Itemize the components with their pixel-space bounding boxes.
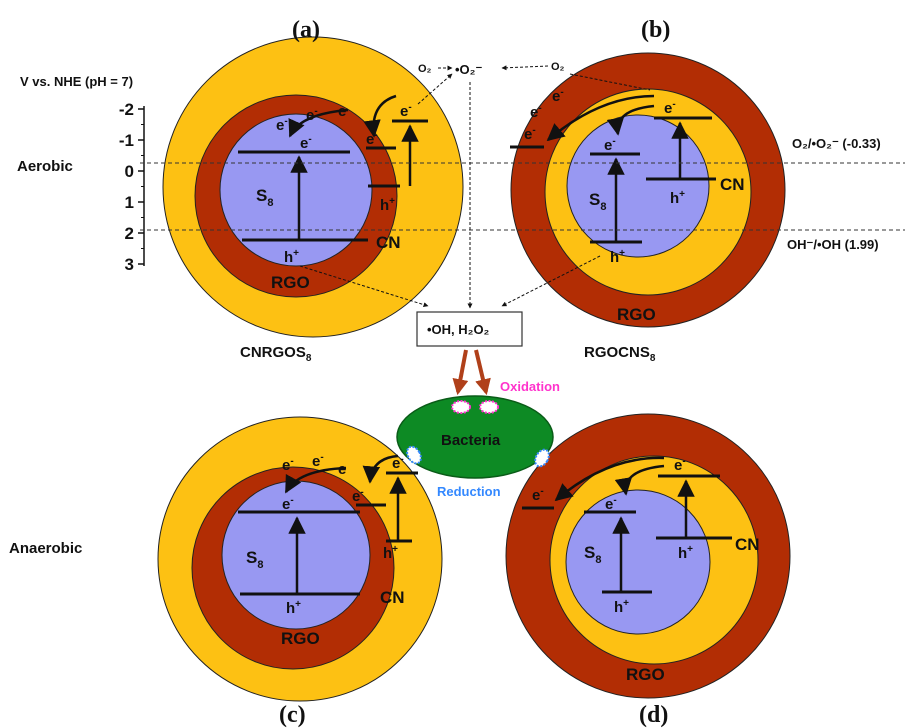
s8-core-a [219, 113, 373, 267]
axis-title: V vs. NHE (pH = 7) [20, 74, 133, 89]
axis-ticks: -2 -1 0 1 2 3 [119, 100, 144, 274]
electron-transfer-arrow-c2 [284, 466, 347, 494]
panel-a-name: CNRGOS8 [240, 344, 312, 364]
s8-label-d: S8 [584, 543, 601, 566]
hole-label-d2: h+ [614, 598, 629, 616]
electron-transfer-arrow-d2 [614, 464, 665, 496]
axis-tick-label: 3 [125, 255, 134, 274]
ros-box [416, 311, 523, 347]
bacteria-body [396, 395, 554, 479]
superoxide-potential-label: O₂/•O₂⁻ (-0.33) [792, 136, 881, 151]
panel-b-letter: (b) [641, 17, 670, 43]
hole-label-b2: h+ [610, 248, 625, 266]
electron-transfer-arrow-b1 [546, 94, 655, 142]
s8-label-a: S8 [256, 186, 273, 209]
electron-label-d3: e- [674, 456, 686, 474]
ros-to-bacteria-arrow-1 [452, 349, 469, 396]
electron-label-c5: e- [352, 487, 364, 505]
electron-label-d2: e- [605, 495, 617, 513]
axis-tick-label: 0 [125, 162, 134, 181]
electron-label-a3: e- [306, 106, 318, 124]
electron-label-b5: e- [664, 99, 676, 117]
electron-label-c1: e- [282, 456, 294, 474]
hole-label-d1: h+ [678, 544, 693, 562]
reactive-species: O₂ O₂ •O₂⁻ •OH, H₂O₂ [299, 61, 651, 396]
electron-label-a1: e- [300, 134, 312, 152]
cn-label-d: CN [735, 535, 760, 554]
electron-label-b2: e- [552, 87, 564, 105]
bacteria-label: Bacteria [441, 432, 501, 449]
energy-axis: V vs. NHE (pH = 7) -2 -1 0 1 2 3 Aerobic Anae… [9, 74, 145, 557]
reduction-site-2 [534, 448, 550, 468]
electron-transfer-arrow-a1 [363, 94, 397, 138]
hole-label-c2: h+ [286, 599, 301, 617]
panel-a-letter: (a) [292, 17, 320, 43]
axis-tick-label: 1 [125, 193, 134, 212]
aerobic-label: Aerobic [17, 158, 73, 175]
rgo-label-d: RGO [626, 665, 665, 684]
hole-label-a1: h+ [380, 196, 395, 214]
rgo-label-c: RGO [281, 629, 320, 648]
oxidation-site-1 [451, 400, 471, 414]
o2-right-label: O₂ [551, 61, 565, 73]
electron-transfer-arrow-d1 [554, 456, 665, 502]
hole-a-to-ros-arrow [299, 265, 429, 308]
panel-a: S8 RGO CN e- e- e- e e- e- h+ h+ CNRGOS8… [162, 17, 464, 364]
rgo-label-a: RGO [271, 273, 310, 292]
ros-box-label: •OH, H₂O₂ [427, 322, 490, 337]
s8-core-b [566, 114, 710, 258]
electron-label-b1: e- [530, 103, 542, 121]
panel-d-letter: (d) [639, 702, 668, 728]
hole-label-c1: h+ [383, 544, 398, 562]
cn-label-c: CN [380, 588, 405, 607]
hole-label-b1: h+ [670, 189, 685, 207]
bacteria-cell: Bacteria Oxidation Reduction [396, 379, 560, 499]
axis-tick-label: 2 [125, 224, 134, 243]
electron-label-b4: e- [604, 136, 616, 154]
panel-b: S8 RGO CN e- e- e- e- e- h+ h+ RGOCNS8 (… [510, 17, 786, 364]
electron-transfer-arrow-c1 [362, 454, 399, 484]
electron-label-c3: e [338, 461, 346, 478]
rgo-label-b: RGO [617, 305, 656, 324]
electron-label-c4: e- [282, 495, 294, 513]
electron-label-a6: e- [400, 102, 412, 120]
electron-label-c2: e- [312, 452, 324, 470]
electron-label-c6: e- [392, 454, 404, 472]
anaerobic-label: Anaerobic [9, 540, 82, 557]
panel-d: S8 RGO CN e- e- e- h+ h+ (d) [505, 413, 791, 728]
electron-label-a2: e- [276, 116, 288, 134]
oxidation-label: Oxidation [500, 379, 560, 394]
cn-a-to-superoxide-arrow [417, 73, 453, 105]
o2b-dashed-feed [569, 73, 651, 91]
panel-c-letter: (c) [279, 702, 306, 728]
electron-label-d1: e- [532, 486, 544, 504]
axis-tick-label: -2 [119, 100, 134, 119]
o2b-to-superoxide-arrow [501, 65, 549, 71]
s8-label-b: S8 [589, 190, 606, 213]
hole-b-to-ros-arrow [501, 255, 601, 307]
superoxide-label: •O₂⁻ [455, 62, 482, 77]
o2-left-label: O₂ [418, 63, 432, 75]
axis-tick-label: -1 [119, 131, 134, 150]
cn-label-a: CN [376, 233, 401, 252]
s8-core-d [565, 489, 711, 635]
electron-transfer-arrow-a2 [288, 108, 349, 138]
panel-b-name: RGOCNS8 [584, 344, 656, 364]
hydroxyl-potential-label: OH⁻/•OH (1.99) [787, 237, 879, 252]
reduction-label: Reduction [437, 484, 501, 499]
panel-c: S8 RGO CN e- e- e e- e- e- h+ h+ (c) [157, 416, 443, 728]
oxidation-site-2 [479, 400, 499, 414]
ros-to-bacteria-arrow-2 [474, 349, 491, 396]
electron-label-a5: e- [366, 130, 378, 148]
s8-label-c: S8 [246, 548, 263, 571]
electron-label-b3: e- [524, 125, 536, 143]
cn-label-b: CN [720, 175, 745, 194]
hole-label-a2: h+ [284, 248, 299, 266]
electron-transfer-arrow-b2 [606, 104, 655, 136]
electron-label-a4: e [338, 103, 346, 120]
reduction-site-1 [406, 445, 422, 465]
